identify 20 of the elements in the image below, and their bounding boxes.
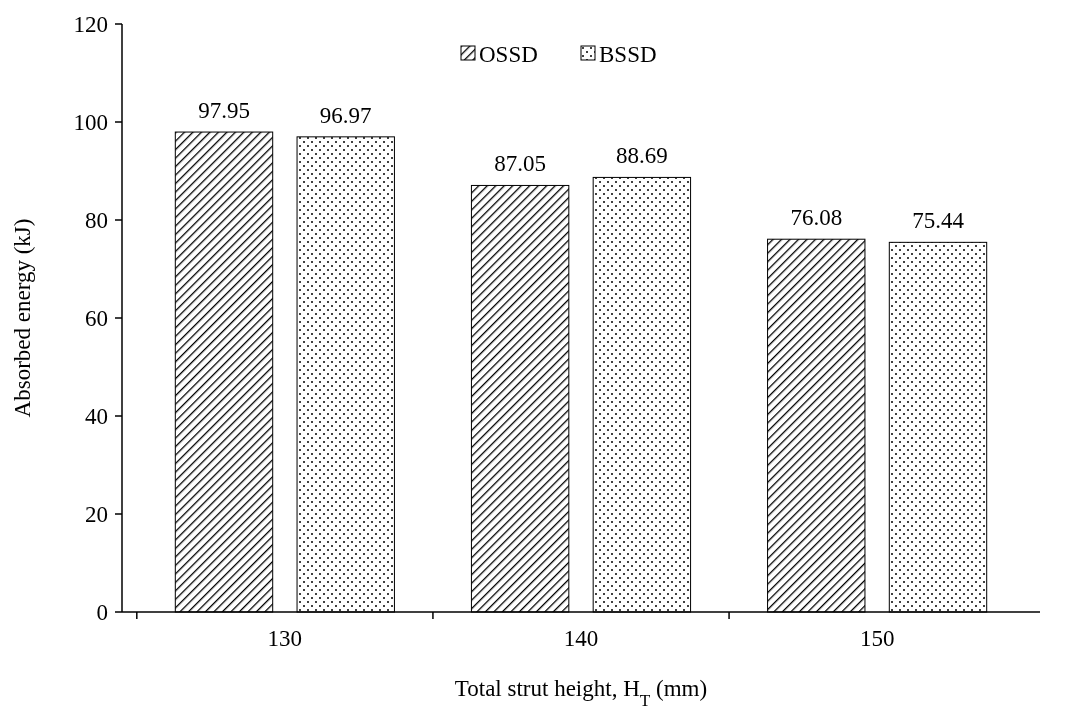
y-tick-label: 100: [73, 110, 108, 136]
y-tick-label: 0: [96, 600, 108, 626]
y-axis-title: Absorbed energy (kJ): [10, 218, 35, 418]
y-tick-label: 60: [85, 306, 108, 332]
y-tick-label: 40: [85, 404, 108, 430]
y-tick-label: 20: [85, 502, 108, 528]
data-label: 97.95: [198, 98, 250, 124]
data-label: 88.69: [616, 143, 668, 169]
data-label: 76.08: [790, 205, 843, 231]
x-axis-title: Total strut height, H$_{T}$ (mm): [454, 676, 708, 710]
data-label: 96.97: [319, 102, 372, 128]
data-label: 75.44: [912, 208, 965, 234]
y-tick-label: 80: [85, 208, 108, 234]
legend-label: BSSD: [599, 42, 657, 68]
legend-label: OSSD: [479, 42, 538, 68]
x-tick-label: 140: [563, 626, 599, 651]
data-label: 87.05: [494, 151, 546, 177]
x-tick-label: 130: [267, 626, 303, 651]
x-tick-label: 150: [859, 626, 895, 651]
y-tick-label: 120: [73, 12, 108, 38]
